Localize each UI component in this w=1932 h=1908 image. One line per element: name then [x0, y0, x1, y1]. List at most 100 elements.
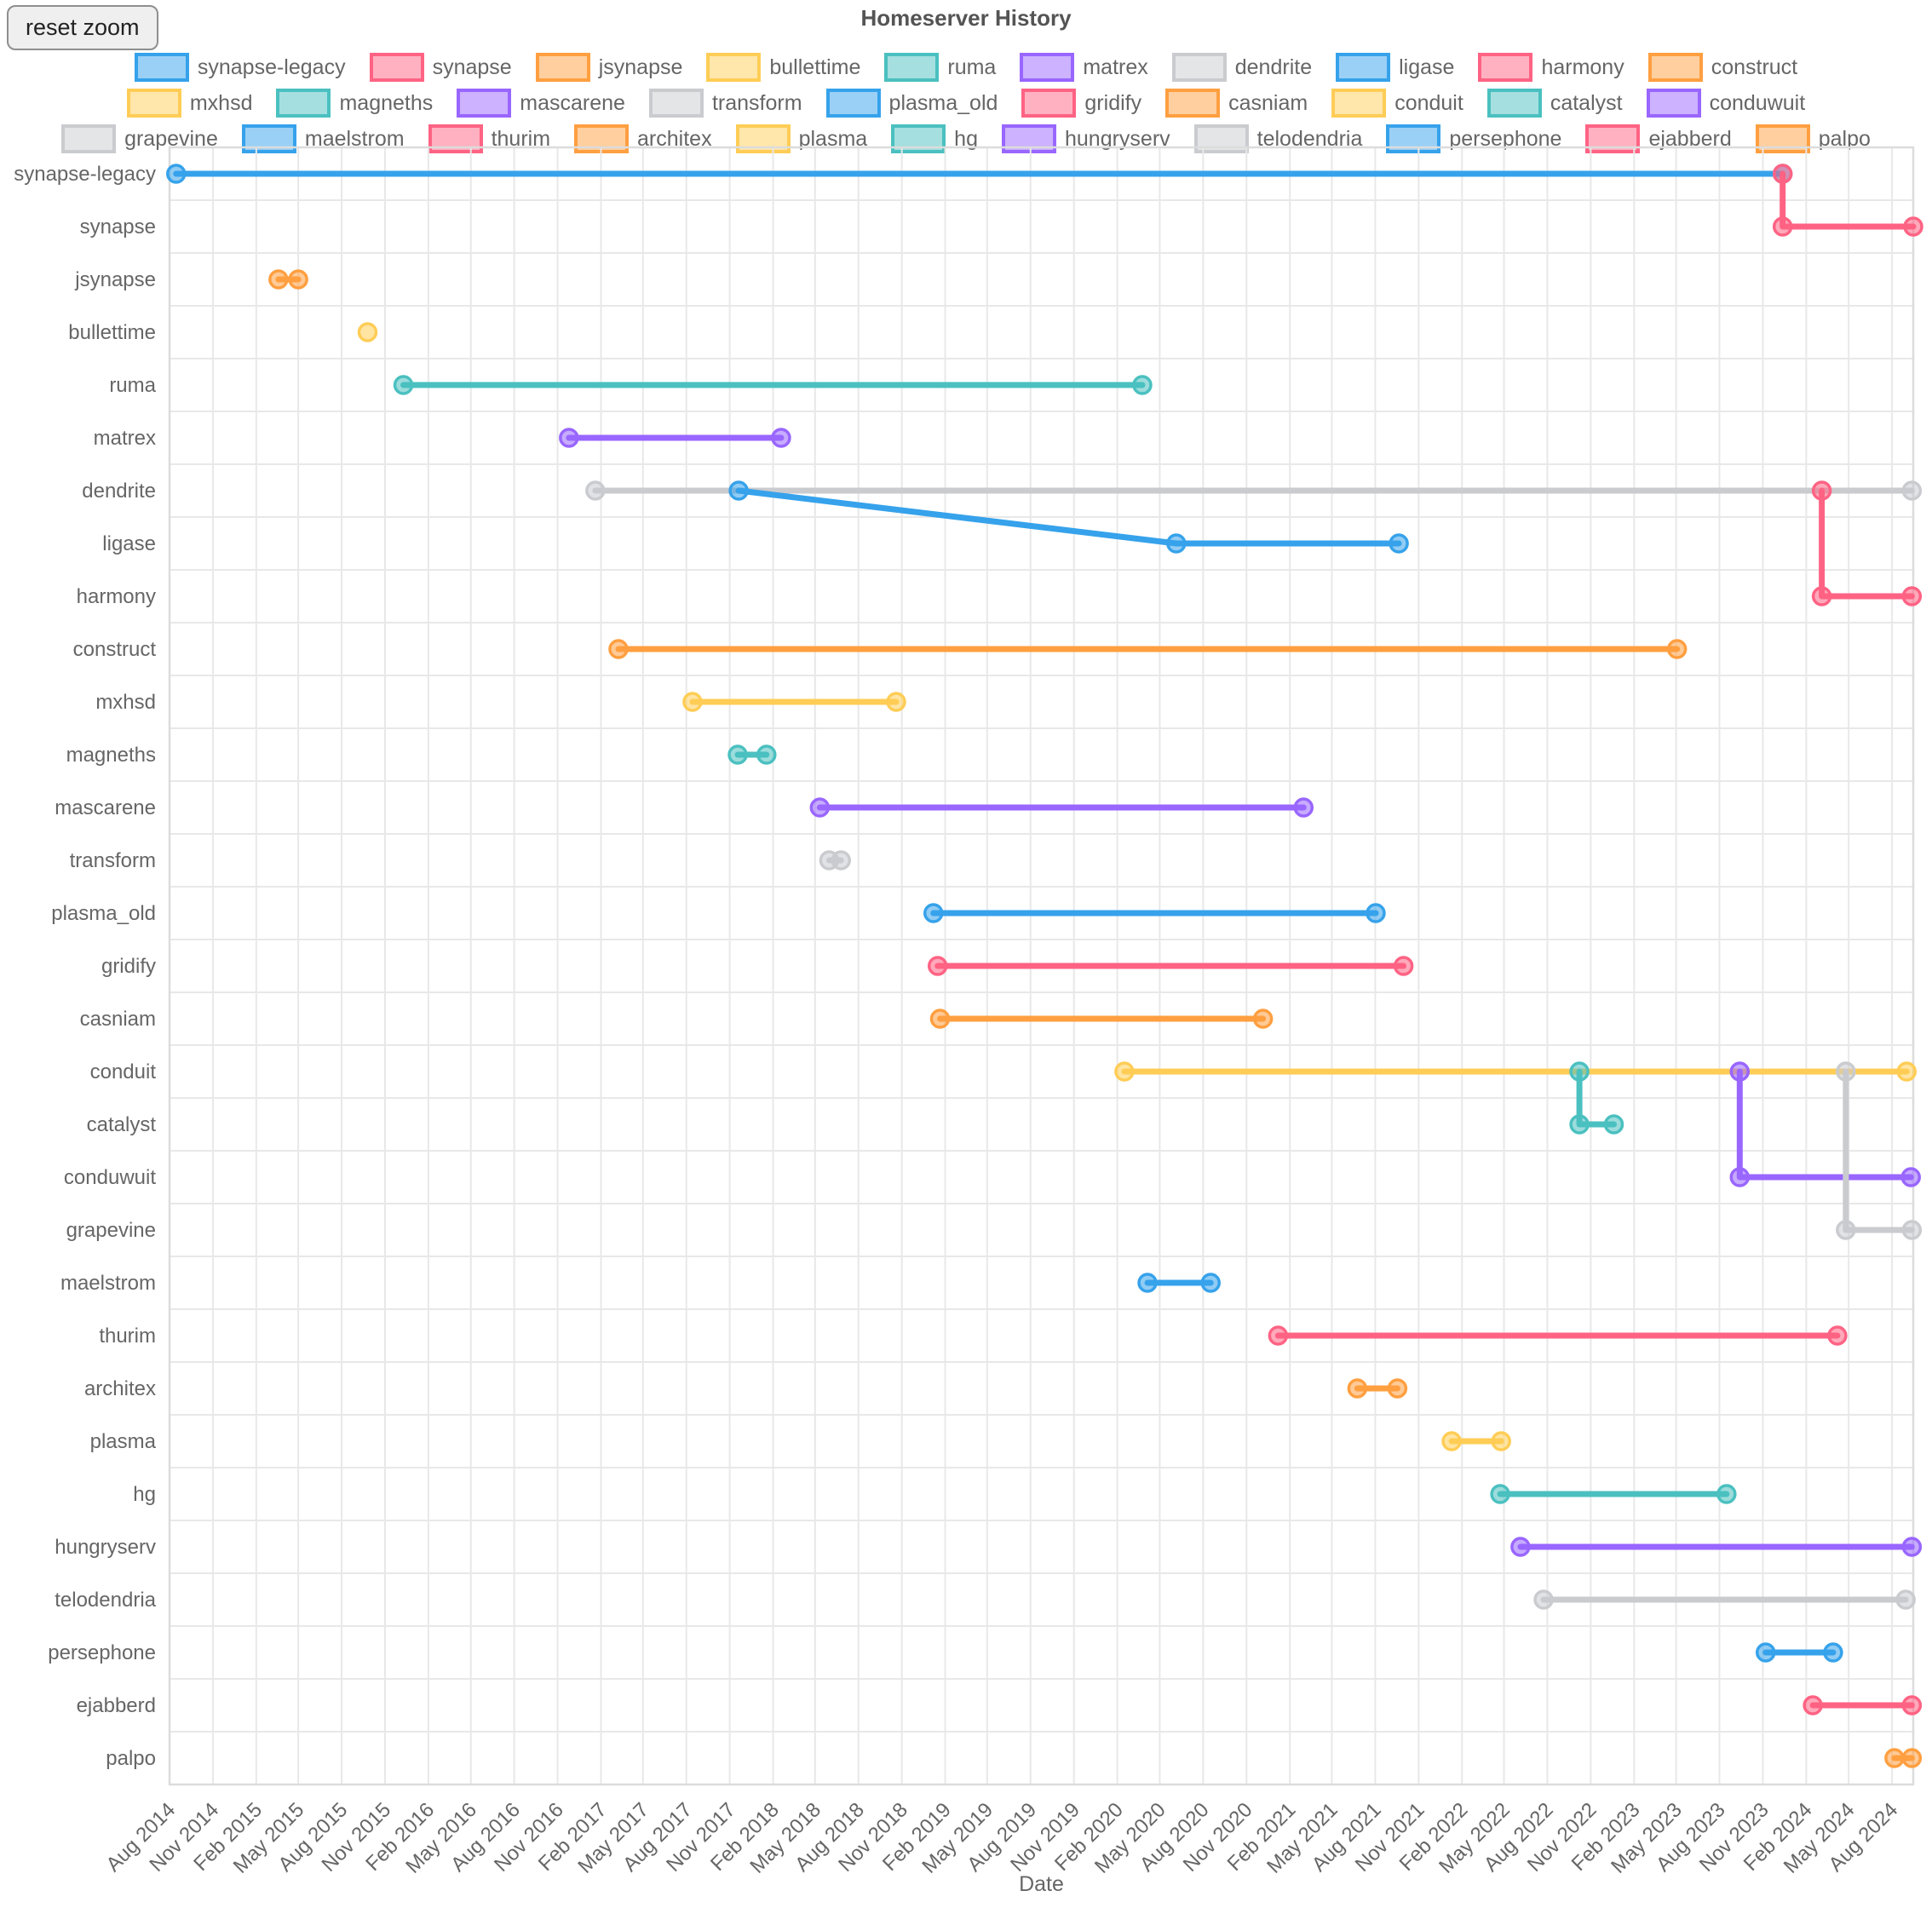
series-point-persephone[interactable]	[1823, 1642, 1843, 1663]
series-point-conduit[interactable]	[1114, 1061, 1135, 1082]
y-axis-label-bullettime: bullettime	[68, 321, 156, 344]
legend-item-transform[interactable]: transform	[648, 89, 802, 118]
series-point-transform[interactable]	[831, 850, 851, 871]
series-point-plasma[interactable]	[1441, 1431, 1462, 1451]
series-point-architex[interactable]	[1387, 1378, 1408, 1399]
series-point-construct[interactable]	[608, 639, 629, 659]
series-point-plasma[interactable]	[1491, 1431, 1511, 1451]
series-point-dendrite[interactable]	[1901, 480, 1923, 501]
series-point-mxhsd[interactable]	[682, 692, 703, 712]
legend-item-ruma[interactable]: ruma	[884, 53, 996, 82]
legend-item-matrex[interactable]: matrex	[1020, 53, 1148, 82]
series-point-gridify[interactable]	[1393, 956, 1414, 976]
series-point-synapse[interactable]	[1772, 164, 1793, 184]
series-point-mxhsd[interactable]	[886, 692, 906, 712]
series-point-catalyst[interactable]	[1569, 1061, 1590, 1082]
series-point-harmony[interactable]	[1901, 586, 1923, 606]
series-point-casniam[interactable]	[1252, 1009, 1274, 1029]
series-point-plasma_old[interactable]	[1366, 903, 1386, 923]
legend-row: mxhsd magneths mascarene transform plasma_ol…	[0, 89, 1932, 118]
series-point-dendrite[interactable]	[585, 480, 606, 501]
series-point-hungryserv[interactable]	[1510, 1537, 1531, 1557]
series-point-grapevine[interactable]	[1901, 1220, 1923, 1240]
series-point-magneths[interactable]	[756, 744, 777, 765]
series-point-hg[interactable]	[1716, 1484, 1737, 1504]
x-axis-title: Date	[1019, 1872, 1064, 1896]
legend-item-ligase[interactable]: ligase	[1336, 53, 1454, 82]
series-point-jsynapse[interactable]	[288, 269, 308, 290]
series-point-ligase[interactable]	[1389, 533, 1409, 554]
series-point-catalyst[interactable]	[1603, 1114, 1624, 1135]
legend-item-mxhsd[interactable]: mxhsd	[126, 89, 252, 118]
series-point-ejabberd[interactable]	[1803, 1695, 1823, 1715]
legend-swatch-icon	[648, 89, 704, 118]
legend-item-jsynapse[interactable]: jsynapse	[535, 53, 682, 82]
y-axis-label-grapevine: grapevine	[66, 1219, 156, 1242]
legend-item-bullettime[interactable]: bullettime	[706, 53, 860, 82]
series-point-gridify[interactable]	[927, 956, 948, 976]
series-point-plasma_old[interactable]	[923, 903, 944, 923]
legend-swatch-icon	[1336, 53, 1391, 82]
series-point-architex[interactable]	[1347, 1378, 1368, 1399]
legend-item-casniam[interactable]: casniam	[1165, 89, 1308, 118]
series-matrex	[559, 428, 791, 448]
series-point-jsynapse[interactable]	[268, 269, 289, 290]
series-point-conduwuit[interactable]	[1729, 1061, 1751, 1082]
legend-item-plasma_old[interactable]: plasma_old	[825, 89, 998, 118]
series-point-construct[interactable]	[1666, 639, 1688, 659]
legend-item-conduwuit[interactable]: conduwuit	[1646, 89, 1805, 118]
series-point-hungryserv[interactable]	[1901, 1537, 1923, 1557]
series-point-ruma[interactable]	[393, 375, 414, 395]
legend-row: synapse-legacy synapse jsynapse bullettime r…	[0, 53, 1932, 82]
series-point-catalyst[interactable]	[1569, 1114, 1590, 1135]
legend-label: harmony	[1541, 55, 1624, 79]
legend-item-catalyst[interactable]: catalyst	[1486, 89, 1623, 118]
series-point-ejabberd[interactable]	[1901, 1695, 1923, 1715]
series-point-mascarene[interactable]	[809, 797, 831, 818]
series-point-hg[interactable]	[1490, 1484, 1510, 1504]
series-point-telodendria[interactable]	[1533, 1589, 1554, 1610]
series-point-telodendria[interactable]	[1895, 1589, 1916, 1610]
series-point-conduit[interactable]	[1896, 1061, 1918, 1082]
series-jsynapse	[268, 269, 308, 290]
series-point-palpo[interactable]	[1901, 1748, 1923, 1768]
legend-item-conduit[interactable]: conduit	[1331, 89, 1463, 118]
legend-swatch-icon	[428, 124, 483, 153]
series-point-conduwuit[interactable]	[1729, 1167, 1751, 1187]
y-axis-label-thurim: thurim	[99, 1325, 156, 1348]
series-point-magneths[interactable]	[727, 744, 748, 765]
reset-zoom-button[interactable]: reset zoom	[7, 5, 158, 50]
series-point-ligase[interactable]	[1166, 533, 1187, 554]
series-point-grapevine[interactable]	[1836, 1061, 1856, 1082]
series-point-harmony[interactable]	[1811, 480, 1832, 501]
legend-item-synapse-legacy[interactable]: synapse-legacy	[134, 53, 346, 82]
series-point-maelstrom[interactable]	[1137, 1273, 1158, 1293]
series-point-conduwuit[interactable]	[1900, 1167, 1921, 1187]
series-point-thurim[interactable]	[1268, 1325, 1289, 1346]
legend-label: bullettime	[769, 55, 861, 79]
legend-item-mascarene[interactable]: mascarene	[457, 89, 625, 118]
series-point-grapevine[interactable]	[1836, 1220, 1856, 1240]
legend-item-gridify[interactable]: gridify	[1021, 89, 1141, 118]
legend-item-dendrite[interactable]: dendrite	[1171, 53, 1312, 82]
series-point-persephone[interactable]	[1755, 1642, 1776, 1663]
series-point-synapse[interactable]	[1903, 216, 1923, 237]
series-point-ruma[interactable]	[1132, 375, 1153, 395]
series-point-maelstrom[interactable]	[1200, 1273, 1221, 1293]
series-point-harmony[interactable]	[1811, 586, 1832, 606]
series-point-matrex[interactable]	[771, 428, 791, 448]
legend-item-synapse[interactable]: synapse	[369, 53, 512, 82]
series-point-bullettime[interactable]	[357, 322, 378, 342]
series-point-synapse-legacy[interactable]	[165, 164, 187, 184]
series-point-thurim[interactable]	[1827, 1325, 1848, 1346]
legend-item-construct[interactable]: construct	[1647, 53, 1797, 82]
series-point-casniam[interactable]	[929, 1009, 951, 1029]
series-point-synapse[interactable]	[1772, 216, 1793, 237]
series-point-palpo[interactable]	[1884, 1748, 1905, 1768]
legend-item-magneths[interactable]: magneths	[276, 89, 433, 118]
series-point-ligase[interactable]	[728, 480, 749, 501]
series-point-mascarene[interactable]	[1293, 797, 1314, 818]
legend-item-harmony[interactable]: harmony	[1478, 53, 1624, 82]
series-point-matrex[interactable]	[559, 428, 579, 448]
